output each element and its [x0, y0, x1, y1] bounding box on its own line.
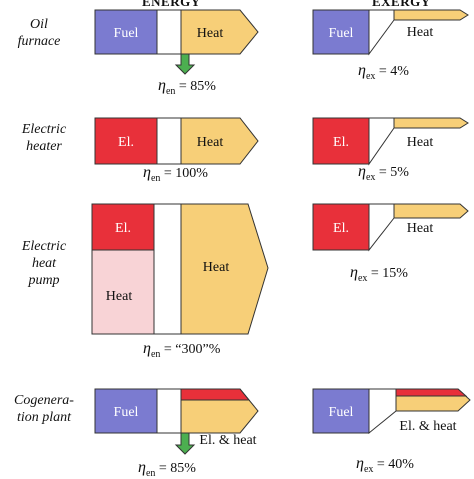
eta-subscript: en — [165, 85, 176, 97]
eta-symbol: η — [143, 164, 151, 181]
row-label-line: Oil — [30, 17, 48, 32]
box-label: El. & heat — [399, 419, 456, 434]
heat-output-arrow — [393, 9, 469, 21]
heat-output-arrow — [393, 203, 469, 219]
row-label-oil-furnace: Oil furnace — [4, 16, 74, 50]
efficiency-value: = 4% — [378, 64, 409, 79]
box-label: El. — [118, 135, 134, 150]
electricity-output-band — [180, 388, 251, 401]
heat-output-arrow — [393, 117, 469, 129]
eta-subscript: en — [145, 467, 156, 479]
gap-box — [153, 203, 182, 335]
box-label: Fuel — [329, 26, 354, 41]
exergy-column-header: EXERGY — [372, 0, 431, 9]
row-label-electric-heater: Electric heater — [4, 121, 84, 155]
exergy-narrowing — [368, 117, 395, 166]
heat-output-arrow — [180, 203, 269, 335]
eta-symbol: η — [138, 459, 146, 476]
eta-subscript: ex — [365, 171, 376, 183]
box-label: Heat — [106, 289, 133, 304]
exergy-efficiency-label: ηex = 5% — [358, 163, 409, 183]
box-label: Heat — [197, 26, 224, 41]
box-label: El. — [115, 221, 131, 236]
fuel-input-box — [312, 388, 370, 434]
row-label-line: tion plant — [16, 410, 72, 425]
eta-symbol: η — [358, 62, 366, 79]
heat-output-arrow — [180, 117, 259, 165]
energy-efficiency-label: ηen = 85% — [158, 77, 216, 97]
energy-efficiency-label: ηen = “300”% — [143, 340, 220, 360]
box-label: Heat — [407, 221, 434, 236]
box-label: Heat — [197, 135, 224, 150]
exergy-narrowing — [368, 388, 397, 435]
box-label: Fuel — [329, 405, 354, 420]
exergy-narrowing — [368, 203, 395, 252]
efficiency-value: = 85% — [178, 79, 216, 94]
ambient-heat-input-box — [91, 249, 155, 335]
energy-column-header: ENERGY — [142, 0, 201, 9]
eta-subscript: en — [150, 348, 161, 360]
box-label: El. & heat — [199, 433, 256, 448]
loss-arrow — [174, 53, 196, 75]
exergy-efficiency-label: ηex = 40% — [356, 455, 414, 475]
efficiency-value: = 15% — [370, 266, 408, 281]
eta-symbol: η — [158, 77, 166, 94]
row-label-line: Electric — [21, 122, 67, 137]
box-label: Fuel — [114, 405, 139, 420]
gap-box — [156, 388, 182, 434]
row-label-line: heat — [31, 256, 57, 271]
row-label-line: heater — [26, 139, 62, 154]
electricity-input-box — [312, 203, 370, 251]
energy-efficiency-label: ηen = 85% — [138, 459, 196, 479]
row-label-electric-heat-pump: Electric heat pump — [4, 238, 84, 289]
eta-symbol: η — [356, 455, 364, 472]
box-label: Heat — [407, 25, 434, 40]
gap-box — [156, 9, 182, 55]
exergy-efficiency-label: ηex = 15% — [350, 264, 408, 284]
exergy-efficiency-label: ηex = 4% — [358, 62, 409, 82]
electricity-input-box — [94, 117, 158, 165]
eta-subscript: en — [150, 172, 161, 184]
electricity-input-box — [91, 203, 155, 251]
eta-subscript: ex — [357, 272, 368, 284]
electricity-output-band — [395, 388, 468, 397]
eta-subscript: ex — [365, 70, 376, 82]
efficiency-value: = 85% — [158, 461, 196, 476]
box-label: Heat — [407, 135, 434, 150]
gap-box — [156, 117, 182, 165]
exergy-narrowing — [368, 9, 395, 56]
row-label-line: pump — [28, 273, 60, 288]
loss-arrow — [174, 432, 196, 455]
fuel-input-box — [94, 9, 158, 55]
box-label: El. — [333, 221, 349, 236]
efficiency-value: = “300”% — [163, 342, 221, 357]
row-label-cogeneration-plant: Cogenera- tion plant — [2, 392, 86, 426]
eta-symbol: η — [143, 340, 151, 357]
efficiency-value: = 5% — [378, 165, 409, 180]
energy-efficiency-label: ηen = 100% — [143, 164, 208, 184]
heat-output-arrow — [180, 9, 259, 55]
box-label: Fuel — [114, 26, 139, 41]
row-label-line: Cogenera- — [14, 393, 74, 408]
box-label: Heat — [203, 260, 230, 275]
efficiency-value: = 100% — [163, 166, 208, 181]
eta-subscript: ex — [363, 463, 374, 475]
row-label-line: furnace — [17, 34, 61, 49]
efficiency-value: = 40% — [376, 457, 414, 472]
row-label-line: Electric — [21, 239, 67, 254]
box-label: El. — [333, 135, 349, 150]
eta-symbol: η — [350, 264, 358, 281]
eta-symbol: η — [358, 163, 366, 180]
electricity-input-box — [312, 117, 370, 165]
